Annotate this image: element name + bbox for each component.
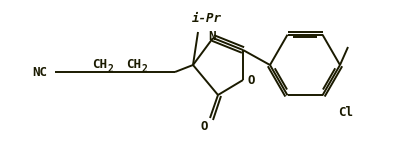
Text: CH: CH: [92, 58, 108, 71]
Text: O: O: [247, 73, 255, 86]
Text: CH: CH: [127, 58, 141, 71]
Text: Cl: Cl: [338, 106, 353, 119]
Text: i-Pr: i-Pr: [192, 11, 222, 24]
Text: 2: 2: [107, 64, 113, 74]
Text: N: N: [208, 30, 216, 43]
Text: 2: 2: [141, 64, 147, 74]
Text: O: O: [200, 119, 208, 132]
Text: NC: NC: [33, 65, 48, 78]
